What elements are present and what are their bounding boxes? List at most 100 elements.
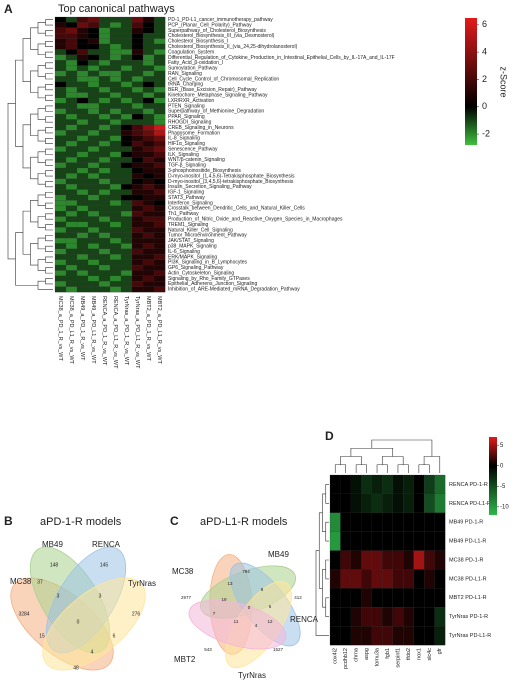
heatmap-cell	[120, 264, 133, 271]
heatmap-cell	[142, 243, 155, 250]
row-label: p38_MAPK_Signaling	[168, 243, 217, 249]
heatmap-cell	[120, 194, 133, 201]
heatmap-cell	[413, 512, 425, 532]
venn-count: 12	[267, 619, 273, 624]
venn-set-label: MC38	[10, 577, 32, 586]
column-label: tomu3a	[374, 647, 380, 666]
heatmap-cell	[153, 140, 166, 147]
heatmap-cell	[413, 474, 425, 495]
heatmap-cell	[109, 135, 122, 142]
heatmap-cell	[142, 281, 155, 287]
heatmap-cell	[109, 97, 122, 104]
venn-count: 3284	[18, 611, 29, 617]
heatmap-cell	[392, 474, 404, 495]
venn-set	[42, 577, 146, 671]
row-label: Crosstalk_between_Dendritic_Cells_and_Na…	[168, 206, 305, 212]
heatmap-cell	[142, 97, 155, 104]
heatmap-cell	[153, 227, 166, 233]
heatmap-cell	[120, 108, 133, 115]
heatmap-cell	[109, 86, 122, 93]
heatmap-cell	[142, 16, 155, 23]
heatmap-cell	[153, 205, 166, 212]
heatmap-cell	[423, 531, 435, 551]
heatmap-cell	[142, 70, 155, 77]
heatmap-cell	[153, 60, 166, 66]
row-label: MC38 PD-L1-R	[449, 576, 487, 582]
heatmap-cell	[65, 70, 78, 77]
heatmap-cell	[76, 70, 89, 77]
heatmap-cell	[109, 124, 122, 131]
heatmap-cell	[65, 264, 78, 271]
heatmap-cell	[434, 512, 446, 532]
heatmap-cell	[142, 286, 155, 293]
heatmap-cell	[54, 237, 67, 244]
heatmap-cell	[120, 38, 133, 45]
heatmap-cell	[153, 281, 166, 287]
heatmap-cell	[340, 550, 352, 570]
heatmap-cell	[76, 286, 89, 293]
heatmap-cell	[98, 49, 111, 56]
heatmap-cell	[153, 178, 166, 185]
column-label: pcdhb12	[343, 648, 349, 669]
heatmap-cell	[54, 264, 67, 271]
heatmap-cell	[153, 43, 166, 50]
panel-label: A	[4, 2, 13, 16]
heatmap-cell	[87, 194, 100, 201]
venn-set-label: MBT2	[174, 655, 196, 664]
heatmap-cell	[109, 130, 122, 136]
heatmap-cell	[153, 124, 166, 131]
heatmap-cell	[403, 607, 414, 627]
heatmap-cell	[142, 194, 155, 201]
colorbar-tick-label: 0	[482, 101, 487, 111]
heatmap-cell	[65, 146, 78, 153]
row-label: Superpathway_of_Methionine_Degradation	[168, 109, 264, 115]
heatmap-cell	[65, 103, 78, 109]
heatmap-cell	[54, 189, 67, 196]
row-label: Inhibition_of_ARE-Mediated_mRNA_Degradat…	[168, 287, 300, 293]
venn-count: 11	[234, 619, 239, 624]
heatmap-cell	[413, 588, 425, 608]
heatmap-cell	[131, 124, 144, 131]
heatmap-cell	[76, 119, 89, 126]
heatmap-cell	[142, 184, 155, 190]
heatmap-cell	[109, 43, 122, 50]
heatmap-cell	[109, 60, 122, 66]
heatmap-cell	[65, 194, 78, 201]
dendrogram	[7, 19, 53, 290]
heatmap-cell	[153, 270, 166, 277]
heatmap-cell	[109, 92, 122, 99]
heatmap-cell	[87, 49, 100, 56]
heatmap-cell	[142, 189, 155, 196]
heatmap-cell	[98, 200, 111, 207]
heatmap-cell	[329, 607, 341, 627]
heatmap-cell	[54, 119, 67, 126]
heatmap-cell	[98, 194, 111, 201]
heatmap-cell	[76, 281, 89, 287]
heatmap-cell	[87, 162, 100, 169]
heatmap-cell	[98, 54, 111, 61]
heatmap-cell	[98, 275, 111, 282]
row-label: MB49 PD-1-R	[449, 520, 483, 526]
heatmap-cell	[371, 474, 383, 495]
heatmap-cell	[65, 38, 78, 45]
column-label: MC38_a_PD_1_R_vs_WT	[57, 296, 63, 361]
heatmap-cell	[382, 607, 394, 627]
heatmap-cell	[76, 49, 89, 56]
heatmap-cell	[142, 81, 155, 88]
heatmap-cell	[153, 16, 166, 23]
colorbar-tick-label: 4	[482, 47, 487, 57]
heatmap-cell	[423, 588, 435, 608]
heatmap-cell	[142, 119, 155, 126]
venn-count: 0	[248, 605, 251, 610]
heatmap-cell	[131, 264, 144, 271]
heatmap-cell	[65, 286, 78, 293]
venn-count: 19	[221, 597, 227, 602]
row-label: HIF1α_Signaling	[168, 141, 205, 147]
heatmap-cell	[98, 221, 111, 228]
heatmap-cell	[98, 264, 111, 271]
heatmap-cell	[87, 157, 100, 163]
venn-count: 7	[213, 611, 216, 616]
heatmap-cell	[142, 259, 155, 266]
heatmap-cell	[329, 550, 341, 570]
heatmap-cell	[142, 270, 155, 277]
